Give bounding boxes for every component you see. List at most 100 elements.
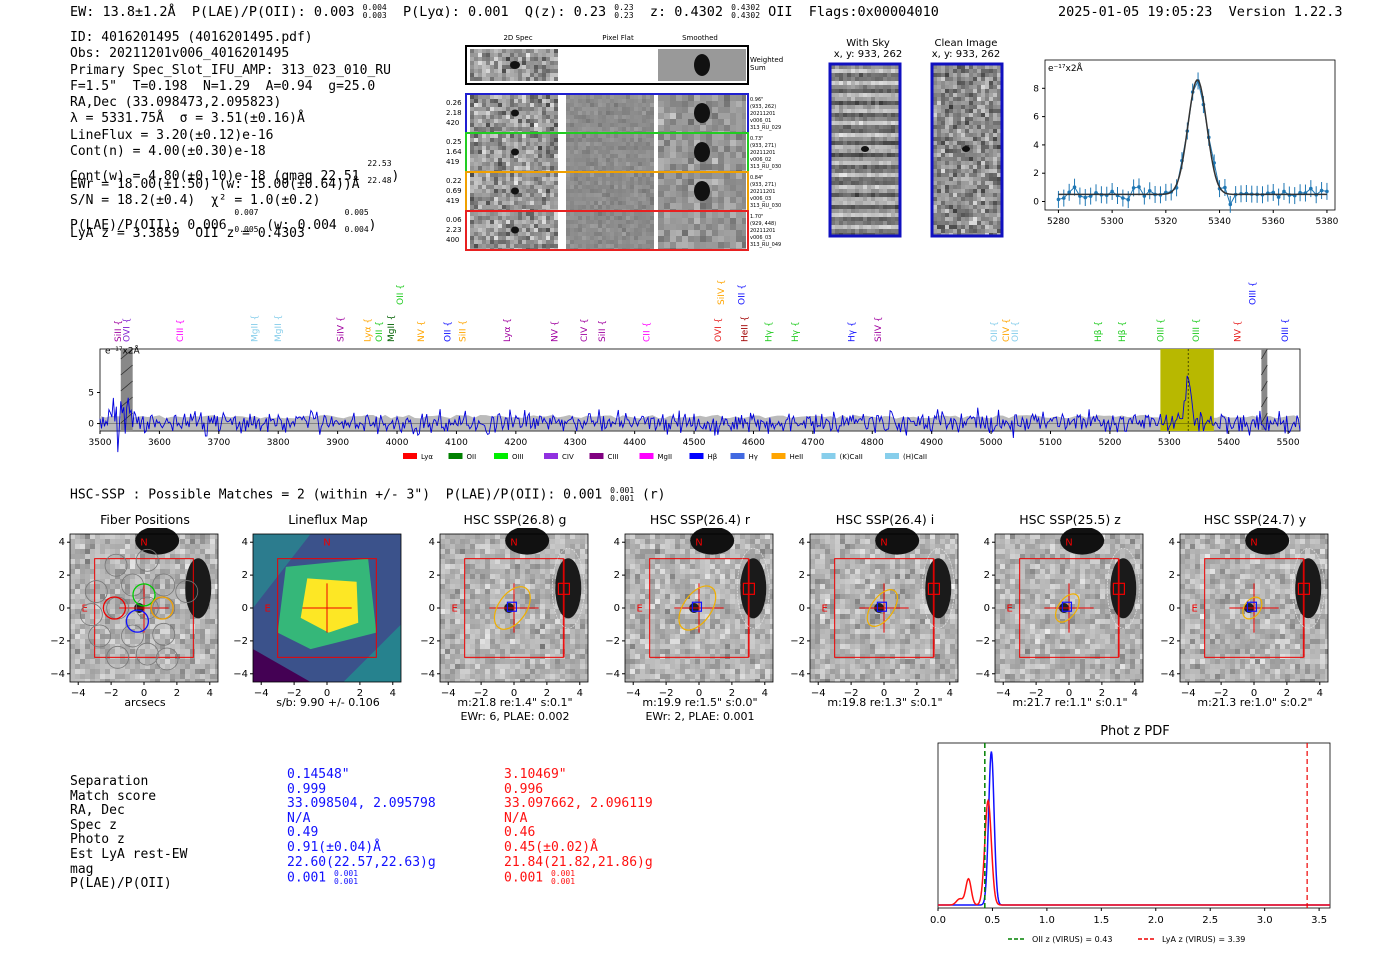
pixel xyxy=(130,639,135,644)
pixel xyxy=(839,117,843,121)
pixel xyxy=(933,177,937,181)
pixel xyxy=(586,224,590,228)
pixel xyxy=(80,564,85,569)
pixel xyxy=(590,193,594,197)
pixel xyxy=(70,654,75,659)
pixel xyxy=(130,654,135,659)
pixel xyxy=(590,111,594,115)
pixel xyxy=(614,224,618,228)
pixel xyxy=(530,224,534,228)
pixel xyxy=(574,173,578,177)
pixel xyxy=(100,634,105,639)
pixel xyxy=(977,197,981,201)
pixel xyxy=(522,205,526,209)
legend-label: HeII xyxy=(790,453,804,461)
pixel xyxy=(664,230,670,236)
pixel xyxy=(688,146,694,152)
pixel xyxy=(578,119,582,123)
pixel xyxy=(90,589,95,594)
pixel xyxy=(953,197,957,201)
pixel xyxy=(622,107,626,111)
pixel xyxy=(574,224,578,228)
pixel xyxy=(736,164,742,170)
pixel xyxy=(474,134,478,138)
pixel xyxy=(887,217,891,221)
pixel xyxy=(578,142,582,146)
pixel xyxy=(965,113,969,117)
pixel xyxy=(582,170,586,171)
pixel xyxy=(618,185,622,189)
pixel xyxy=(578,173,582,177)
pixel xyxy=(949,217,953,221)
ytick-label: 8 xyxy=(1033,84,1039,94)
pixel xyxy=(590,209,594,210)
pixel xyxy=(839,217,843,221)
pixel xyxy=(736,212,742,218)
pixel xyxy=(642,127,646,131)
pixel xyxy=(482,103,486,107)
pixel xyxy=(843,125,847,129)
pixel xyxy=(590,216,594,220)
pixel xyxy=(570,244,574,248)
pixel xyxy=(730,131,736,132)
pixel xyxy=(985,77,989,81)
pixel xyxy=(638,107,642,111)
pixel xyxy=(871,153,875,157)
pixel xyxy=(498,170,502,171)
pixel xyxy=(724,248,730,249)
pixel xyxy=(534,49,538,53)
pixel xyxy=(875,113,879,117)
pixel xyxy=(550,185,554,189)
pixel xyxy=(945,145,949,149)
weighted-blob xyxy=(510,61,520,69)
pixel xyxy=(642,236,646,240)
pixel xyxy=(863,93,867,97)
pixel xyxy=(863,173,867,177)
pixel xyxy=(510,220,514,224)
pixel xyxy=(851,137,855,141)
pixel xyxy=(554,123,558,127)
pixel xyxy=(835,117,839,121)
pixel xyxy=(859,149,863,153)
pixel xyxy=(875,213,879,217)
pixel xyxy=(712,191,718,197)
pixel xyxy=(518,150,522,154)
ytick-label: 6 xyxy=(1033,113,1039,123)
pixel xyxy=(140,599,145,604)
pixel xyxy=(961,137,965,141)
pixel xyxy=(859,105,863,109)
pixel xyxy=(965,101,969,105)
pixel xyxy=(70,569,75,574)
pixel xyxy=(859,213,863,217)
pixel xyxy=(933,225,937,229)
pixel xyxy=(75,564,80,569)
pixel xyxy=(502,127,506,131)
pixel xyxy=(606,201,610,205)
pixel xyxy=(867,133,871,137)
pixel xyxy=(554,232,558,236)
pixel xyxy=(875,185,879,189)
pixel xyxy=(538,61,542,65)
pixel xyxy=(522,73,526,77)
pixel xyxy=(997,73,1001,77)
pixel xyxy=(664,101,670,107)
pixel xyxy=(863,185,867,189)
pixel xyxy=(510,107,514,111)
pixel xyxy=(839,129,843,133)
pixel xyxy=(554,65,558,69)
pixel xyxy=(135,574,140,579)
pixel xyxy=(887,161,891,165)
pixel xyxy=(957,205,961,209)
pixel xyxy=(125,609,130,614)
line-label: MgII { xyxy=(274,315,284,342)
pixel xyxy=(945,93,949,97)
xtick-label: 5200 xyxy=(1098,438,1121,448)
pixel xyxy=(602,216,606,220)
pixel xyxy=(70,584,75,589)
pixel xyxy=(883,221,887,225)
pixel xyxy=(546,244,550,248)
pixel xyxy=(638,240,642,244)
pixel xyxy=(891,161,895,165)
pixel xyxy=(638,131,642,132)
pixel xyxy=(664,209,670,210)
